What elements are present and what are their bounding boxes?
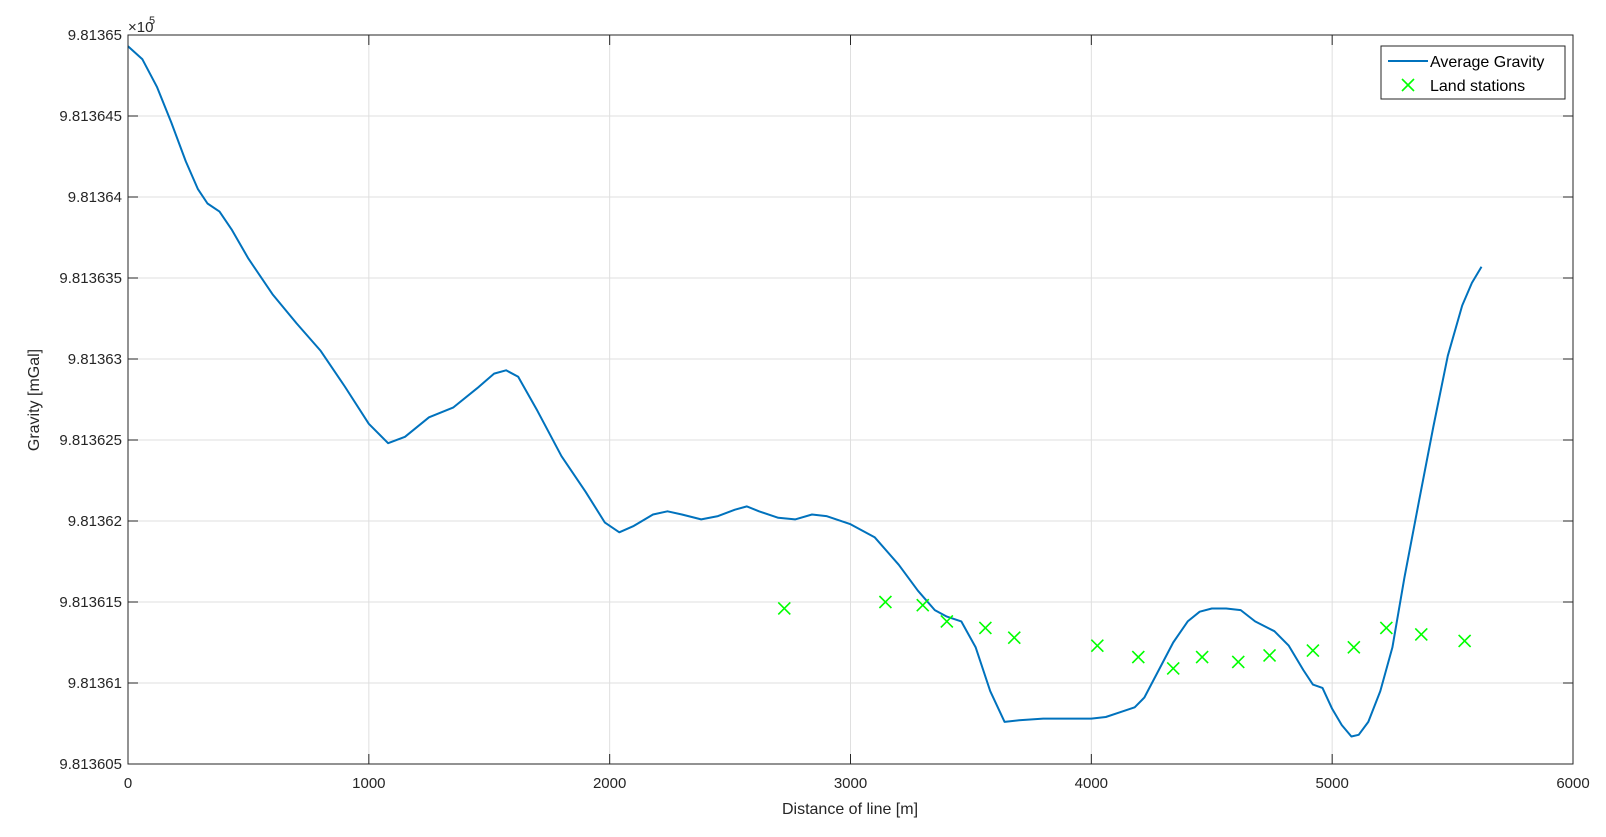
y-exponent-base: ×10 [128,19,153,36]
legend-marker-swatch [1401,78,1415,92]
land-station-marker [916,598,930,612]
x-tick-label: 0 [124,775,132,792]
land-station-marker [1231,655,1245,669]
y-tick-label: 9.813645 [59,108,122,125]
land-station-marker [1414,627,1428,641]
ticks [127,34,1574,765]
y-tick-label: 9.813615 [59,594,122,611]
y-tick-label: 9.81361 [68,675,122,692]
y-tick-label: 9.81362 [68,513,122,530]
x-tick-label: 2000 [593,775,626,792]
land-station-marker [1090,639,1104,653]
x-tick-label: 5000 [1315,775,1348,792]
land-station-marker [1347,640,1361,654]
y-tick-label: 9.813625 [59,432,122,449]
land-station-marker [777,601,791,616]
x-axis-label: Distance of line [m] [782,801,918,818]
y-tick-label: 9.81363 [68,351,122,368]
series-average-gravity [127,45,1483,738]
y-tick-label: 9.813635 [59,270,122,287]
x-tick-label: 1000 [352,775,385,792]
x-tick-label: 3000 [834,775,867,792]
x-tick-labels: 0 1000 2000 3000 4000 5000 6000 [124,775,1590,792]
legend-label-average-gravity: Average Gravity [1430,54,1544,71]
land-station-marker [1458,634,1472,648]
land-station-marker [940,614,954,629]
land-station-marker [1195,650,1209,664]
land-station-marker [1131,650,1145,664]
y-exponent-power: 5 [149,15,155,27]
land-station-marker [1379,621,1393,635]
land-station-marker [978,621,992,635]
land-station-marker [1262,648,1277,663]
legend-box [1380,45,1566,100]
land-station-marker [1306,644,1320,658]
x-tick-label: 4000 [1075,775,1108,792]
y-tick-labels: 9.813605 9.81361 9.813615 9.81362 9.813625 9.… [59,27,122,773]
average-gravity-line [127,45,1483,738]
y-tick-label: 9.81365 [68,27,122,44]
y-axis-label: Gravity [mGal] [26,349,43,451]
y-tick-label: 9.81364 [68,189,122,206]
x-tick-label: 6000 [1556,775,1589,792]
land-station-marker [1166,661,1180,675]
series-land-stations [777,595,1472,675]
legend: Average Gravity Land stations [1380,45,1566,100]
land-station-marker [1007,631,1021,645]
legend-label-land-stations: Land stations [1430,78,1525,95]
land-station-marker [878,595,892,609]
y-tick-label: 9.813605 [59,756,122,773]
